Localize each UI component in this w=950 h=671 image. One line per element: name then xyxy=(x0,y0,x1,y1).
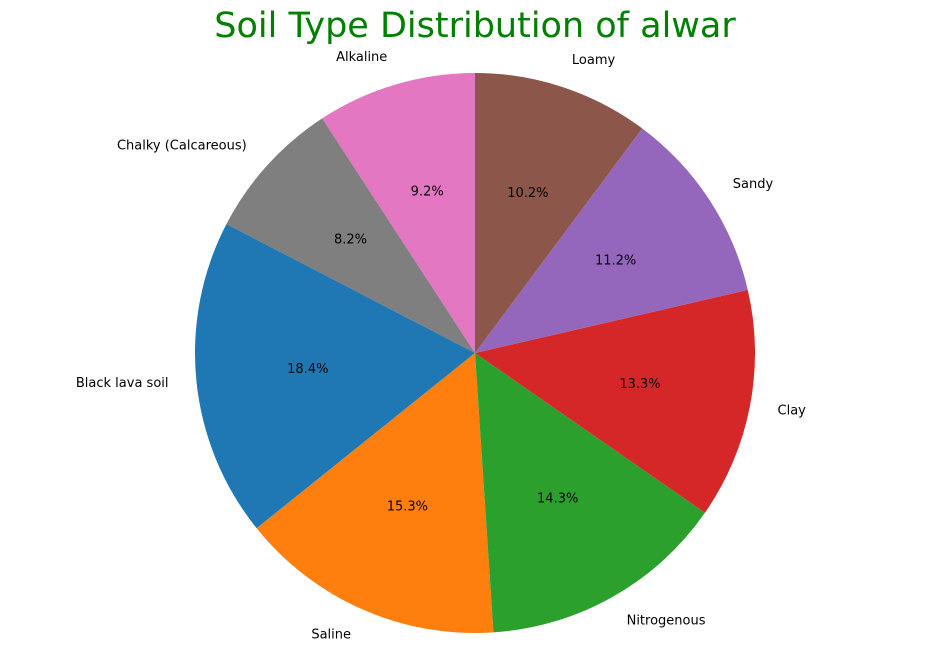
pie-slice-chalky-calcareous xyxy=(226,118,475,354)
slice-category-label: Black lava soil xyxy=(76,376,169,391)
slice-percent-label: 14.3% xyxy=(537,492,578,507)
pie-slice-saline xyxy=(256,353,494,633)
slice-category-label: Loamy xyxy=(572,53,616,68)
slice-category-label: Alkaline xyxy=(336,50,387,65)
pie-slice-clay xyxy=(475,289,755,513)
slice-category-label: Clay xyxy=(778,404,807,419)
slice-percent-label: 9.2% xyxy=(411,185,444,200)
slice-percent-label: 18.4% xyxy=(287,362,328,377)
slice-percent-label: 15.3% xyxy=(387,499,428,514)
pie-slice-sandy xyxy=(475,128,748,353)
pie-slice-black-lava-soil xyxy=(195,224,475,529)
pie-slice-loamy xyxy=(475,73,643,353)
slice-percent-label: 10.2% xyxy=(507,186,548,201)
slice-percent-label: 13.3% xyxy=(619,377,660,392)
pie-slice-nitrogenous xyxy=(475,353,705,633)
slice-category-label: Nitrogenous xyxy=(627,614,706,629)
chart-title: Soil Type Distribution of alwar xyxy=(214,6,736,46)
pie-slice-alkaline xyxy=(322,73,475,353)
slice-percent-label: 11.2% xyxy=(595,254,636,269)
slice-category-label: Chalky (Calcareous) xyxy=(117,139,247,154)
slice-category-label: Saline xyxy=(311,627,351,642)
slice-percent-label: 8.2% xyxy=(334,233,367,248)
slice-category-label: Sandy xyxy=(733,177,774,192)
